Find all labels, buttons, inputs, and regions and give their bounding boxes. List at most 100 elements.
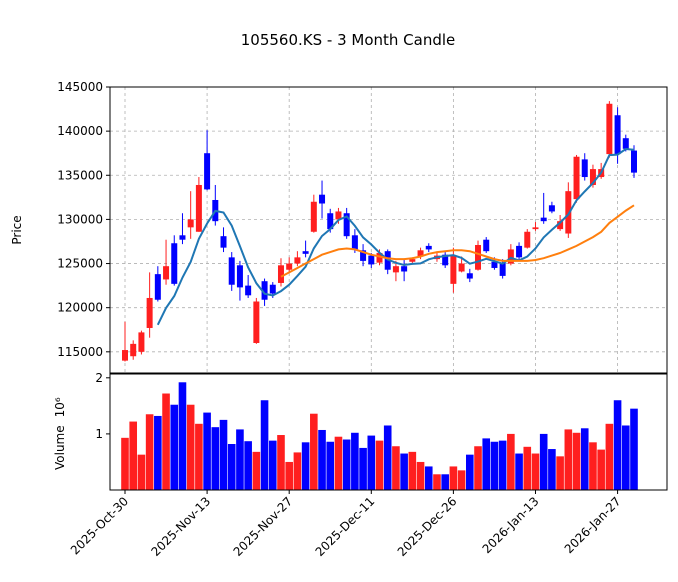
volume-bar [523,446,532,490]
candle-body [581,159,588,178]
volume-bar [400,453,408,490]
volume-bar [367,435,376,490]
candle-body [343,213,350,237]
x-tick-label: 2025-Dec-26 [395,494,460,559]
volume-bar [154,415,162,490]
volume-bar [539,433,548,490]
volume-bar [252,451,261,490]
candle-body [392,266,399,273]
candle-body [442,254,449,266]
volume-bar [621,425,630,490]
candle-body [401,266,408,272]
candle-body [606,103,613,155]
candle-body [171,243,178,284]
volume-y-tick-label: 2 [95,371,103,385]
x-tick-label: 2026-Jan-13 [480,494,542,556]
volume-bar [162,393,170,490]
volume-bar [613,400,622,490]
volume-bar [515,453,523,490]
volume-bar [137,454,146,490]
volume-bar [449,466,458,490]
volume-bar [195,423,203,490]
candle-body [286,263,293,270]
candle-body [146,297,153,328]
volume-bar [572,432,581,490]
x-tick-label: 2025-Nov-13 [148,494,213,559]
chart-title: 105560.KS - 3 Month Candle [241,31,456,49]
y-tick-label: 145000 [57,80,103,94]
x-tick-label: 2025-Oct-30 [68,494,131,557]
volume-bar [580,428,589,490]
volume-bar [268,440,277,490]
volume-bar [342,439,351,490]
candle-body [557,221,564,230]
volume-y-tick-label: 1 [95,427,103,441]
volume-bar [482,438,491,490]
candle-body [368,255,375,265]
candle-body [228,257,235,285]
candle-body [245,285,252,296]
volume-bar [564,429,573,490]
volume-bar [236,429,244,490]
y-tick-label: 140000 [57,124,103,138]
candle-body [507,249,514,264]
candle-body [540,217,547,222]
volume-bar [334,436,343,490]
volume-label: Volume [53,425,67,470]
volume-bar [433,474,441,490]
volume-bar [293,452,302,490]
volume-bar [359,447,367,490]
candle-body [122,350,128,361]
volume-bar [630,408,638,490]
candle-body [302,251,309,254]
y-axis-label: Price [10,215,24,244]
x-tick-label: 2025-Nov-27 [231,494,296,559]
volume-scale: 10⁶ [53,397,67,417]
candle-body [450,255,457,284]
volume-bar [392,446,400,490]
candle-body [294,257,301,264]
candle-body [130,343,137,357]
candle-body [360,250,367,261]
candle-body [631,150,637,173]
candle-body [195,184,202,232]
candle-body [163,266,170,280]
volume-bar [408,451,417,490]
volume-bar [531,453,540,490]
volume-bar [441,474,449,490]
volume-bar [383,425,392,490]
volume-bar [605,423,614,490]
volume-bar [326,441,335,490]
volume-bar [597,449,605,490]
volume-bar [129,421,138,490]
candle-body [319,194,326,204]
volume-bar [260,400,269,490]
volume-bar [186,404,195,490]
candle-body [516,245,523,258]
candle-body [179,235,186,240]
moving-average-line [156,147,635,326]
volume-bar [556,456,564,490]
candle-body [417,250,424,257]
candle-body [310,201,317,232]
volume-bar [170,404,179,490]
candle-body [589,169,596,185]
volume-bar [548,449,556,490]
volume-bar [121,437,129,490]
candle-body [376,252,383,263]
candle-body [261,281,268,300]
volume-bar [244,441,252,490]
y-tick-label: 135000 [57,168,103,182]
candle-body [220,236,227,248]
volume-bar [178,382,187,490]
volume-bar [351,432,359,490]
candle-body [565,191,572,234]
volume-bar [375,440,384,490]
y-tick-label: 125000 [57,257,103,271]
candle-body [138,332,145,352]
volume-bar [318,429,326,490]
candle-body [524,231,531,248]
candle-body [622,138,629,149]
candle-body [458,263,465,272]
